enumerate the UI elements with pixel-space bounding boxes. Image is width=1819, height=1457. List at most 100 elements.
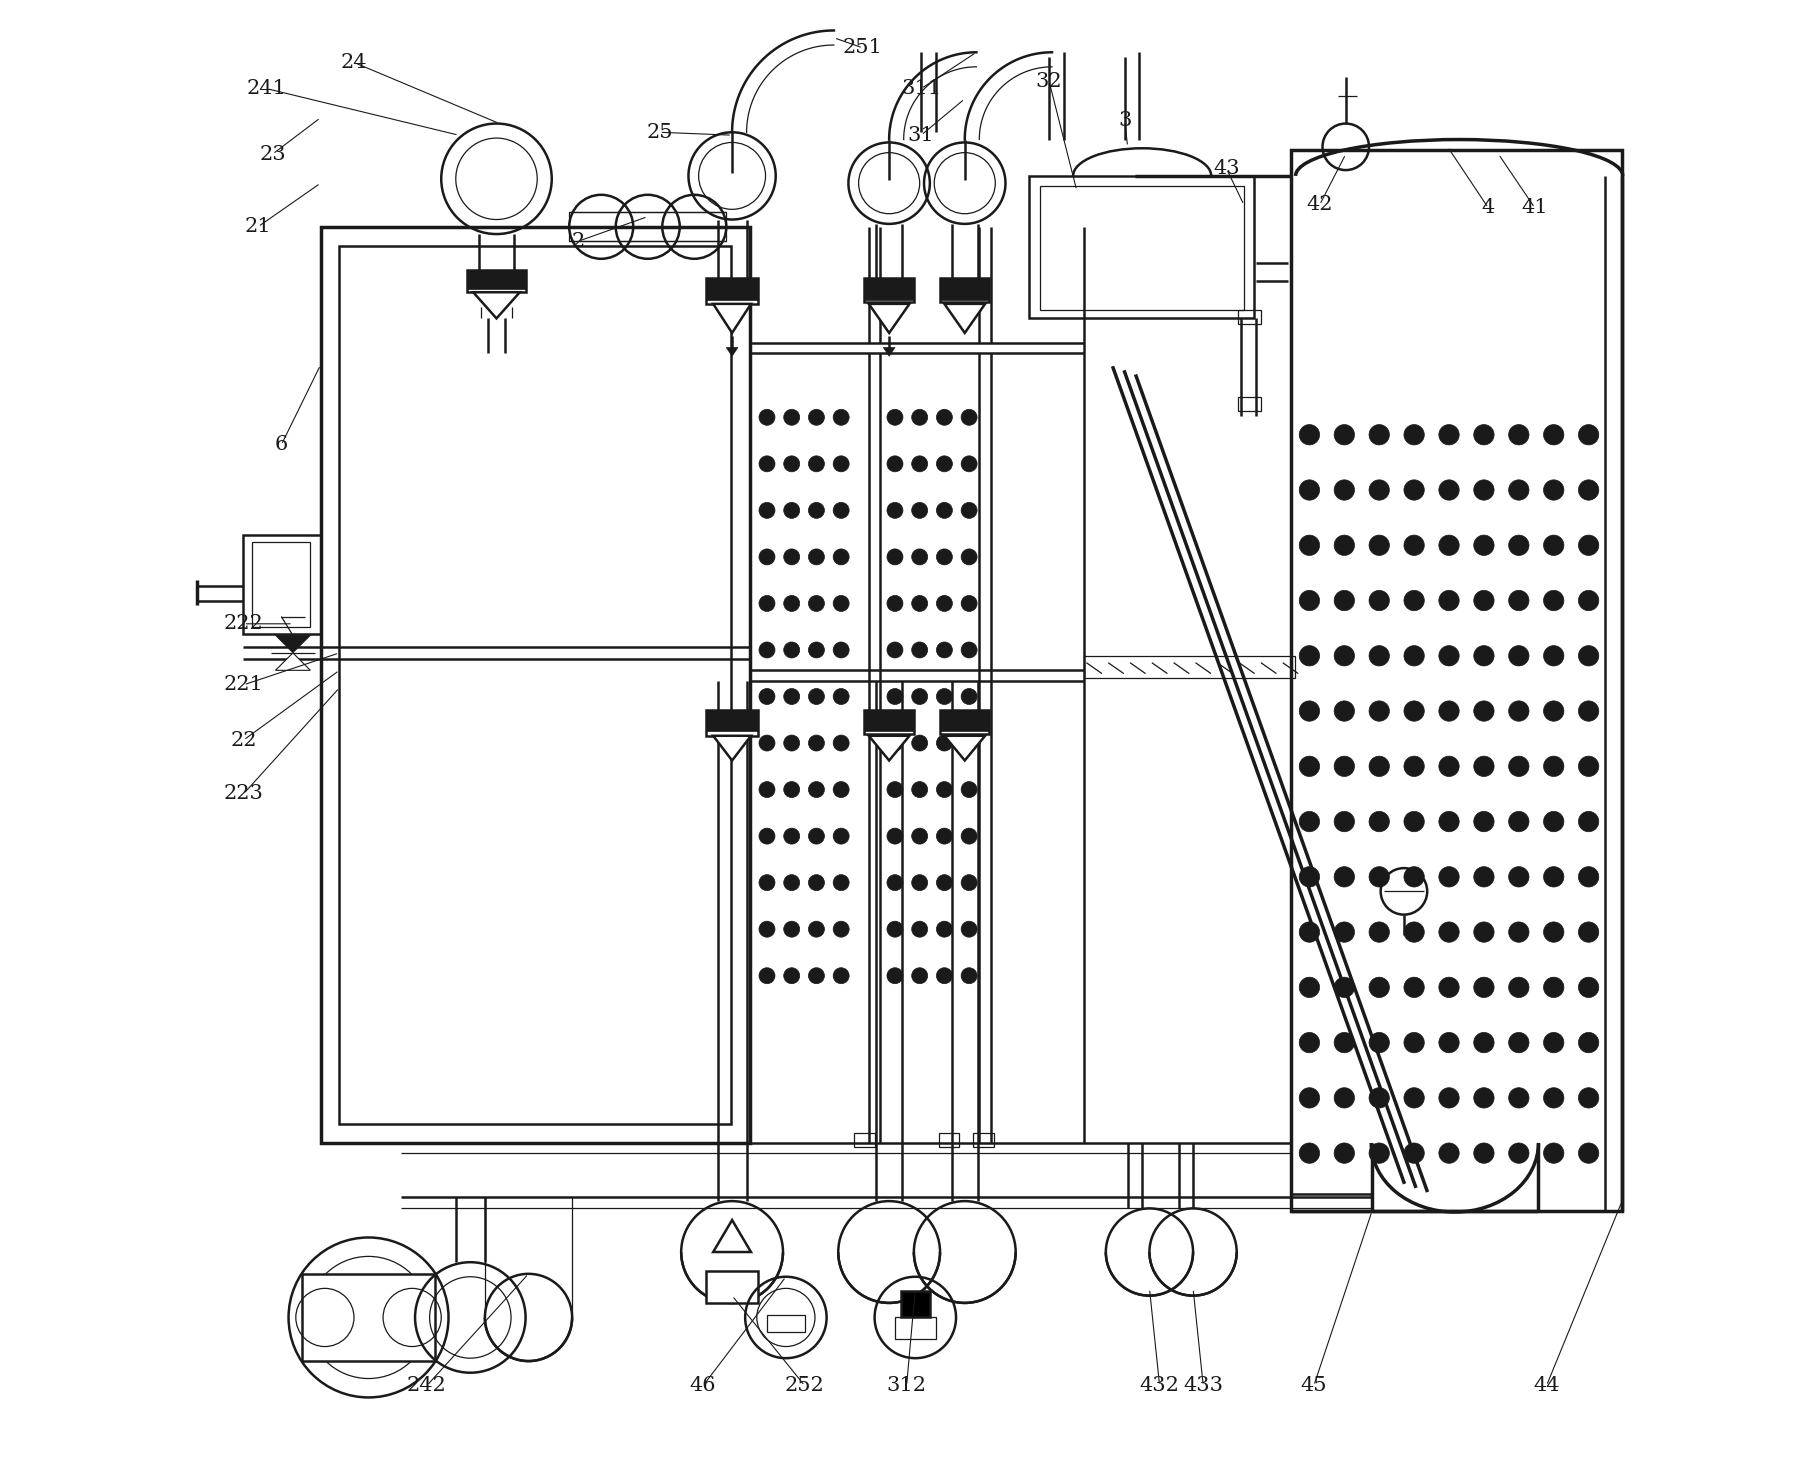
Circle shape	[808, 828, 824, 844]
Circle shape	[1579, 645, 1599, 666]
Circle shape	[911, 874, 928, 890]
Circle shape	[911, 643, 928, 659]
Circle shape	[784, 828, 800, 844]
Circle shape	[1508, 645, 1530, 666]
Polygon shape	[944, 305, 986, 334]
Circle shape	[1544, 1033, 1564, 1053]
Polygon shape	[864, 710, 913, 731]
Text: 223: 223	[224, 784, 264, 803]
Circle shape	[1333, 1033, 1355, 1053]
Circle shape	[1579, 1033, 1599, 1053]
Circle shape	[759, 643, 775, 659]
Circle shape	[1333, 479, 1355, 500]
Circle shape	[1508, 1033, 1530, 1053]
Circle shape	[1333, 590, 1355, 610]
Circle shape	[1579, 756, 1599, 777]
Circle shape	[1299, 867, 1319, 887]
Circle shape	[1508, 479, 1530, 500]
Circle shape	[911, 503, 928, 519]
Circle shape	[1370, 645, 1390, 666]
Circle shape	[888, 456, 902, 472]
Circle shape	[1439, 479, 1459, 500]
Circle shape	[1473, 978, 1493, 998]
Circle shape	[1404, 701, 1424, 721]
Circle shape	[937, 549, 953, 565]
Circle shape	[759, 456, 775, 472]
Text: 43: 43	[1213, 159, 1241, 178]
Text: 32: 32	[1035, 71, 1062, 90]
Bar	[320, 227, 749, 1142]
Bar	[706, 278, 759, 305]
Circle shape	[911, 549, 928, 565]
Circle shape	[808, 874, 824, 890]
Circle shape	[1508, 812, 1530, 832]
Circle shape	[1508, 867, 1530, 887]
Polygon shape	[713, 305, 751, 334]
Circle shape	[808, 967, 824, 983]
Circle shape	[784, 689, 800, 705]
Circle shape	[1544, 1142, 1564, 1163]
Circle shape	[888, 689, 902, 705]
Circle shape	[1404, 756, 1424, 777]
Circle shape	[833, 828, 849, 844]
Circle shape	[1299, 535, 1319, 555]
Circle shape	[808, 781, 824, 797]
Circle shape	[1333, 424, 1355, 444]
Circle shape	[1544, 922, 1564, 943]
Circle shape	[1404, 978, 1424, 998]
Circle shape	[937, 456, 953, 472]
Circle shape	[759, 967, 775, 983]
Circle shape	[784, 874, 800, 890]
Circle shape	[833, 643, 849, 659]
Circle shape	[911, 409, 928, 425]
Circle shape	[1508, 424, 1530, 444]
Circle shape	[1473, 479, 1493, 500]
Circle shape	[888, 503, 902, 519]
Circle shape	[1333, 867, 1355, 887]
Circle shape	[1370, 1033, 1390, 1053]
Polygon shape	[869, 736, 910, 761]
Circle shape	[784, 781, 800, 797]
Circle shape	[960, 828, 977, 844]
Circle shape	[1439, 1088, 1459, 1109]
Text: 251: 251	[842, 38, 882, 57]
Circle shape	[1579, 535, 1599, 555]
Circle shape	[759, 874, 775, 890]
Text: 4: 4	[1482, 198, 1495, 217]
Text: 221: 221	[224, 676, 264, 695]
Circle shape	[888, 967, 902, 983]
Circle shape	[759, 503, 775, 519]
Circle shape	[911, 689, 928, 705]
Circle shape	[911, 781, 928, 797]
Circle shape	[1370, 590, 1390, 610]
Circle shape	[1404, 479, 1424, 500]
Circle shape	[1333, 645, 1355, 666]
Circle shape	[1370, 812, 1390, 832]
Circle shape	[1544, 590, 1564, 610]
Circle shape	[1404, 1033, 1424, 1053]
Circle shape	[937, 781, 953, 797]
Circle shape	[960, 734, 977, 750]
Bar	[1239, 310, 1261, 325]
Circle shape	[1404, 812, 1424, 832]
Circle shape	[784, 643, 800, 659]
Circle shape	[1508, 756, 1530, 777]
Circle shape	[1299, 1142, 1319, 1163]
Circle shape	[759, 781, 775, 797]
Circle shape	[937, 596, 953, 612]
Circle shape	[888, 828, 902, 844]
Circle shape	[833, 781, 849, 797]
Circle shape	[1473, 1142, 1493, 1163]
Circle shape	[808, 549, 824, 565]
Bar	[1030, 176, 1253, 319]
Circle shape	[1299, 922, 1319, 943]
Bar	[253, 542, 311, 627]
Circle shape	[1333, 535, 1355, 555]
Circle shape	[759, 689, 775, 705]
Circle shape	[1473, 645, 1493, 666]
Bar	[973, 1132, 993, 1147]
Text: 6: 6	[275, 436, 287, 455]
Bar	[1040, 186, 1244, 310]
Polygon shape	[713, 736, 751, 761]
Bar	[940, 278, 990, 303]
